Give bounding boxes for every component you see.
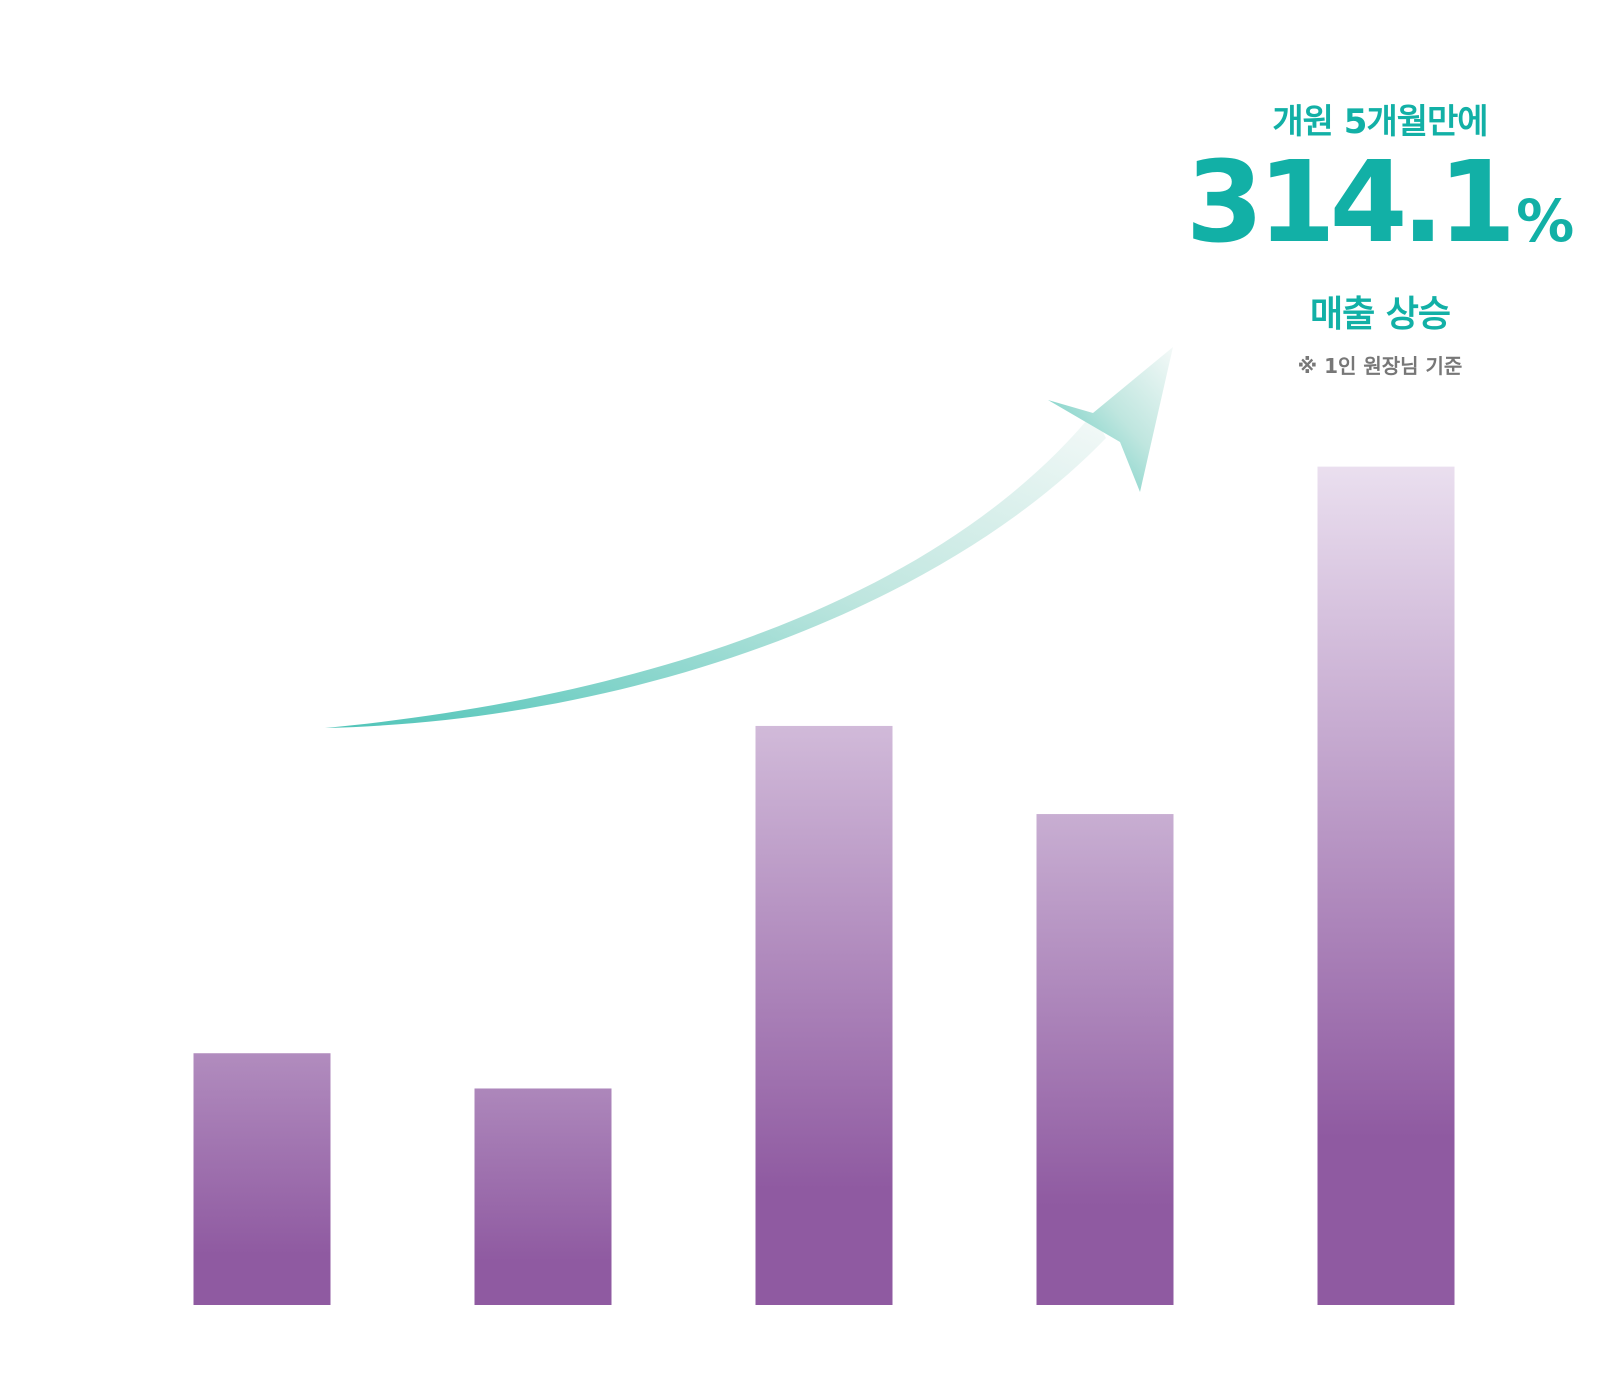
- bar-4: [1036, 814, 1174, 1305]
- callout-headline: 개원 5개월만에: [1272, 102, 1488, 142]
- bar-2: [474, 1088, 612, 1305]
- growth-percentage: 314.1%: [1180, 147, 1580, 291]
- growth-value: 314.1: [1185, 138, 1516, 268]
- growth-unit: %: [1516, 187, 1575, 255]
- bar-1: [193, 1053, 331, 1305]
- growth-callout: 개원 5개월만에 314.1% 매출 상승 ※ 1인 원장님 기준: [1180, 100, 1580, 381]
- bar-3: [755, 725, 893, 1305]
- bar-5: [1317, 466, 1455, 1305]
- trend-arrow-shaft: [325, 413, 1106, 728]
- bars-group: [193, 466, 1455, 1305]
- trend-arrow-head: [1048, 347, 1173, 492]
- trend-arrow: [325, 347, 1173, 728]
- callout-subline: 매출 상승: [1309, 294, 1451, 335]
- callout-footnote: ※ 1인 원장님 기준: [1297, 354, 1463, 378]
